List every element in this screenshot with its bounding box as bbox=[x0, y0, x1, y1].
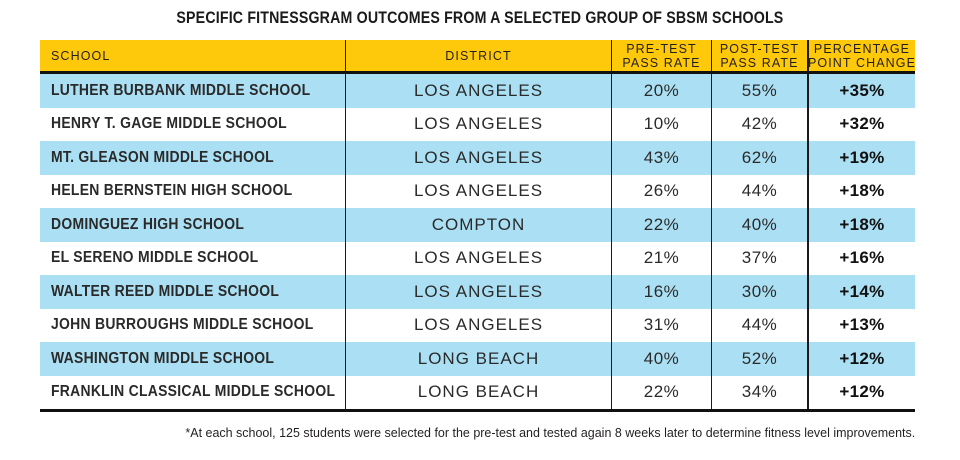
cell-district: LOS ANGELES bbox=[346, 141, 612, 175]
cell-pre-test: 10% bbox=[612, 107, 712, 141]
header-pre-test-line2: PASS RATE bbox=[622, 55, 701, 70]
cell-school: JOHN BURROUGHS MIDDLE SCHOOL bbox=[40, 308, 346, 342]
footnote-text: *At each school, 125 students were selec… bbox=[185, 425, 915, 440]
cell-post-test: 37% bbox=[712, 241, 809, 275]
header-cell-school: SCHOOL bbox=[40, 40, 346, 71]
cell-change: +12% bbox=[839, 382, 885, 402]
cell-change: +18% bbox=[839, 214, 885, 234]
cell-pre-test: 43% bbox=[612, 141, 712, 175]
table-row: HENRY T. GAGE MIDDLE SCHOOL LOS ANGELES … bbox=[40, 107, 915, 141]
page-title-text: SPECIFIC FITNESSGRAM OUTCOMES FROM A SEL… bbox=[176, 9, 784, 27]
school-name: HENRY T. GAGE MIDDLE SCHOOL bbox=[51, 115, 287, 133]
table-header-row: SCHOOL DISTRICT PRE-TEST PASS RATE POST-… bbox=[40, 40, 915, 74]
cell-post-test: 44% bbox=[712, 308, 809, 342]
cell-change: +35% bbox=[839, 80, 885, 100]
cell-district: COMPTON bbox=[346, 208, 612, 242]
cell-district: LOS ANGELES bbox=[346, 241, 612, 275]
cell-post-test: 55% bbox=[712, 74, 809, 108]
cell-school: HENRY T. GAGE MIDDLE SCHOOL bbox=[40, 107, 346, 141]
header-school-label: SCHOOL bbox=[51, 48, 111, 63]
school-name: DOMINGUEZ HIGH SCHOOL bbox=[51, 215, 245, 233]
cell-school: DOMINGUEZ HIGH SCHOOL bbox=[40, 208, 346, 242]
cell-school: EL SERENO MIDDLE SCHOOL bbox=[40, 241, 346, 275]
table-row: DOMINGUEZ HIGH SCHOOL COMPTON 22% 40% +1… bbox=[40, 208, 915, 242]
cell-school: FRANKLIN CLASSICAL MIDDLE SCHOOL bbox=[40, 375, 346, 409]
cell-change: +14% bbox=[839, 281, 885, 301]
table-row: JOHN BURROUGHS MIDDLE SCHOOL LOS ANGELES… bbox=[40, 308, 915, 342]
school-name: EL SERENO MIDDLE SCHOOL bbox=[51, 249, 259, 267]
cell-change: +32% bbox=[839, 114, 885, 134]
header-change-line2: POINT CHANGE bbox=[807, 55, 917, 70]
table-row: WASHINGTON MIDDLE SCHOOL LONG BEACH 40% … bbox=[40, 342, 915, 376]
cell-pre-test: 16% bbox=[612, 275, 712, 309]
cell-pre-test: 26% bbox=[612, 174, 712, 208]
header-post-test-line2: PASS RATE bbox=[720, 55, 799, 70]
cell-change: +19% bbox=[839, 147, 885, 167]
header-change-line1: PERCENTAGE bbox=[813, 41, 911, 56]
cell-district: LOS ANGELES bbox=[346, 107, 612, 141]
cell-district: LOS ANGELES bbox=[346, 275, 612, 309]
footnote: *At each school, 125 students were selec… bbox=[155, 425, 915, 440]
cell-school: HELEN BERNSTEIN HIGH SCHOOL bbox=[40, 174, 346, 208]
table-row: FRANKLIN CLASSICAL MIDDLE SCHOOL LONG BE… bbox=[40, 375, 915, 409]
cell-change: +16% bbox=[839, 248, 885, 268]
school-name: WASHINGTON MIDDLE SCHOOL bbox=[51, 349, 275, 367]
table-row: WALTER REED MIDDLE SCHOOL LOS ANGELES 16… bbox=[40, 275, 915, 309]
cell-pre-test: 22% bbox=[612, 208, 712, 242]
cell-pre-test: 22% bbox=[612, 375, 712, 409]
school-name: WALTER REED MIDDLE SCHOOL bbox=[51, 282, 280, 300]
school-name: HELEN BERNSTEIN HIGH SCHOOL bbox=[51, 182, 293, 200]
header-post-test-line1: POST-TEST bbox=[719, 41, 800, 56]
cell-pre-test: 31% bbox=[612, 308, 712, 342]
cell-change: +18% bbox=[839, 181, 885, 201]
cell-change: +13% bbox=[839, 315, 885, 335]
table-row: HELEN BERNSTEIN HIGH SCHOOL LOS ANGELES … bbox=[40, 174, 915, 208]
page-title: SPECIFIC FITNESSGRAM OUTCOMES FROM A SEL… bbox=[0, 9, 960, 28]
cell-post-test: 44% bbox=[712, 174, 809, 208]
school-name: LUTHER BURBANK MIDDLE SCHOOL bbox=[51, 81, 311, 99]
cell-pre-test: 40% bbox=[612, 342, 712, 376]
cell-district: LOS ANGELES bbox=[346, 174, 612, 208]
header-cell-change: PERCENTAGE POINT CHANGE bbox=[807, 40, 917, 71]
header-cell-district: DISTRICT bbox=[346, 40, 612, 71]
cell-post-test: 34% bbox=[712, 375, 809, 409]
header-district-label: DISTRICT bbox=[445, 48, 512, 63]
cell-school: MT. GLEASON MIDDLE SCHOOL bbox=[40, 141, 346, 175]
cell-school: WASHINGTON MIDDLE SCHOOL bbox=[40, 342, 346, 376]
school-name: MT. GLEASON MIDDLE SCHOOL bbox=[51, 148, 274, 166]
cell-district: LOS ANGELES bbox=[346, 74, 612, 108]
cell-post-test: 52% bbox=[712, 342, 809, 376]
cell-school: LUTHER BURBANK MIDDLE SCHOOL bbox=[40, 74, 346, 108]
fitness-table: SCHOOL DISTRICT PRE-TEST PASS RATE POST-… bbox=[40, 40, 915, 412]
table-row: MT. GLEASON MIDDLE SCHOOL LOS ANGELES 43… bbox=[40, 141, 915, 175]
cell-post-test: 30% bbox=[712, 275, 809, 309]
header-pre-test-line1: PRE-TEST bbox=[626, 41, 697, 56]
cell-district: LONG BEACH bbox=[346, 375, 612, 409]
cell-pre-test: 21% bbox=[612, 241, 712, 275]
header-cell-pre-test: PRE-TEST PASS RATE bbox=[612, 40, 712, 71]
school-name: JOHN BURROUGHS MIDDLE SCHOOL bbox=[51, 316, 314, 334]
table-row: EL SERENO MIDDLE SCHOOL LOS ANGELES 21% … bbox=[40, 241, 915, 275]
cell-school: WALTER REED MIDDLE SCHOOL bbox=[40, 275, 346, 309]
school-name: FRANKLIN CLASSICAL MIDDLE SCHOOL bbox=[51, 383, 336, 401]
cell-post-test: 62% bbox=[712, 141, 809, 175]
cell-district: LONG BEACH bbox=[346, 342, 612, 376]
cell-post-test: 42% bbox=[712, 107, 809, 141]
cell-change: +12% bbox=[839, 348, 885, 368]
cell-pre-test: 20% bbox=[612, 74, 712, 108]
cell-post-test: 40% bbox=[712, 208, 809, 242]
cell-district: LOS ANGELES bbox=[346, 308, 612, 342]
table-row: LUTHER BURBANK MIDDLE SCHOOL LOS ANGELES… bbox=[40, 74, 915, 108]
header-cell-post-test: POST-TEST PASS RATE bbox=[712, 40, 809, 71]
